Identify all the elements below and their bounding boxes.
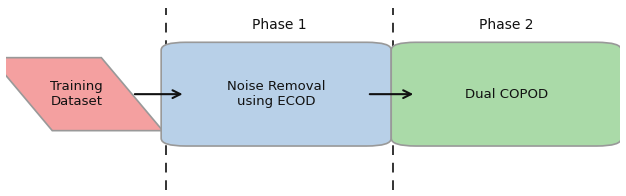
Text: Noise Removal
using ECOD: Noise Removal using ECOD bbox=[227, 80, 326, 108]
FancyBboxPatch shape bbox=[391, 42, 621, 146]
FancyBboxPatch shape bbox=[161, 42, 391, 146]
Text: Phase 2: Phase 2 bbox=[479, 18, 533, 32]
Polygon shape bbox=[0, 58, 163, 131]
Text: Phase 1: Phase 1 bbox=[252, 18, 307, 32]
Text: Dual COPOD: Dual COPOD bbox=[464, 88, 548, 101]
Text: Training
Dataset: Training Dataset bbox=[51, 80, 103, 108]
